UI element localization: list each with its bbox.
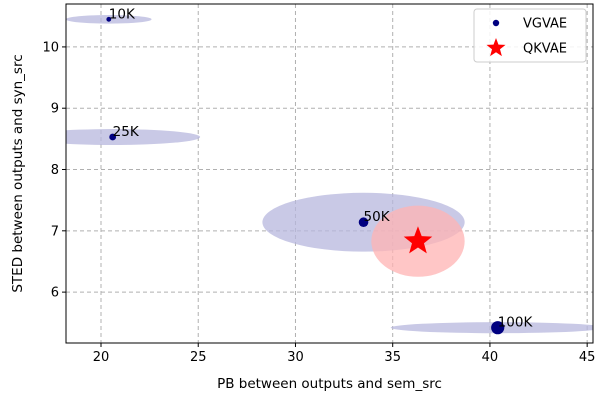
grid [66, 4, 593, 343]
point-label: 25K [113, 124, 140, 140]
point-labels: 10K 25K 50K 100K [109, 6, 534, 330]
legend-star-marker [486, 38, 506, 57]
data-points [106, 16, 505, 335]
spread-ellipses [66, 15, 593, 334]
legend: VGVAE QKVAE [473, 8, 587, 63]
x-tick-label: 20 [93, 350, 110, 365]
x-tick-label: 40 [482, 350, 499, 365]
vgvae-spread-ellipse [66, 129, 201, 145]
point-label: 100K [498, 315, 534, 331]
vgvae-point [358, 217, 369, 228]
axis-ticks: 20 25 30 35 40 45 6 7 8 9 10 [42, 40, 595, 365]
x-tick-label: 45 [579, 350, 596, 365]
x-tick-label: 35 [384, 350, 401, 365]
y-axis-label: STED between outputs and syn_src [10, 54, 26, 292]
vgvae-point [491, 321, 505, 335]
y-tick-label: 7 [51, 224, 59, 239]
plot-frame [65, 3, 594, 344]
x-tick-label: 25 [190, 350, 207, 365]
vgvae-point [106, 16, 112, 22]
legend-frame [473, 8, 587, 63]
point-label: 10K [109, 6, 136, 22]
legend-circle-marker [492, 19, 500, 27]
y-tick-label: 9 [51, 102, 59, 117]
x-axis-label: PB between outputs and sem_src [217, 376, 442, 392]
point-label: 50K [364, 209, 391, 225]
vgvae-point [109, 133, 117, 141]
legend-label: VGVAE [523, 17, 567, 32]
y-tick-label: 10 [42, 40, 59, 55]
y-tick-label: 6 [51, 286, 59, 301]
y-tick-label: 8 [51, 163, 59, 178]
qkvae-point [403, 226, 433, 254]
legend-label: QKVAE [523, 42, 567, 57]
x-tick-label: 30 [287, 350, 304, 365]
